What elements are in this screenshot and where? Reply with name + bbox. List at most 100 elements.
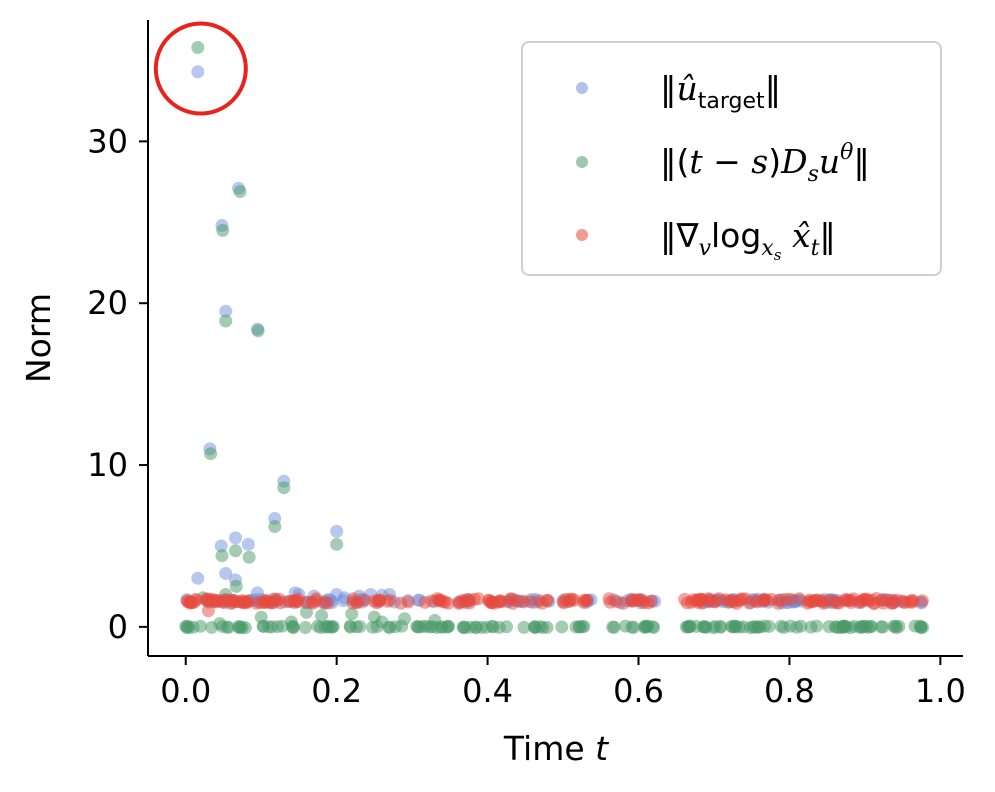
scatter-points: [179, 41, 930, 635]
axes: [147, 20, 963, 657]
data-point-grad-log: [401, 595, 415, 609]
data-point-ts-ds: [751, 620, 765, 634]
data-point-grad-log: [556, 595, 570, 609]
x-tick-label: 0.2: [311, 672, 362, 710]
legend-marker-ts-ds: [576, 156, 588, 168]
data-point-grad-log: [603, 595, 617, 609]
data-point-ts-ds: [242, 550, 256, 564]
data-point-ts-ds: [528, 620, 542, 634]
x-tick-label: 0.6: [613, 672, 664, 710]
data-point-grad-log: [702, 592, 716, 606]
data-point-ts-ds: [640, 620, 654, 634]
data-point-u-target: [241, 537, 255, 551]
data-point-ts-ds: [229, 544, 243, 558]
data-point-ts-ds: [416, 620, 430, 634]
data-point-grad-log: [358, 593, 372, 607]
data-point-ts-ds: [284, 615, 298, 629]
data-point-ts-ds: [914, 621, 928, 635]
data-point-u-target: [229, 531, 243, 545]
data-point-grad-log: [320, 596, 334, 610]
data-point-u-target: [214, 539, 228, 553]
data-point-grad-log: [567, 593, 581, 607]
data-point-ts-ds: [777, 621, 791, 635]
data-point-grad-log: [616, 596, 630, 610]
legend-marker-grad-log: [576, 229, 588, 241]
data-point-ts-ds: [238, 621, 252, 635]
data-point-ts-ds: [607, 620, 621, 634]
data-point-ts-ds: [233, 185, 247, 199]
data-point-ts-ds: [577, 620, 591, 634]
y-tick-label: 0: [108, 608, 128, 646]
data-point-u-target: [191, 571, 205, 585]
legend-label-u-target: ‖ûtarget‖: [660, 69, 781, 114]
data-point-grad-log: [456, 593, 470, 607]
data-point-ts-ds: [268, 520, 282, 534]
data-point-ts-ds: [458, 621, 472, 635]
legend-label-grad-log: ‖∇vlogxs x̂t‖: [660, 216, 836, 264]
data-point-grad-log: [896, 594, 910, 608]
data-point-grad-log: [915, 594, 929, 608]
data-point-grad-log: [186, 596, 200, 610]
data-point-ts-ds: [876, 620, 890, 634]
data-point-grad-log: [689, 593, 703, 607]
data-point-ts-ds: [398, 612, 412, 626]
data-point-grad-log: [884, 596, 898, 610]
legend: ‖ûtarget‖ ‖(t − s)Dsuθ‖ ‖∇vlogxs x̂t‖: [521, 41, 942, 276]
ticks: 0.0 0.2 0.4 0.6 0.8 1.0 0 10 20 30: [87, 122, 966, 710]
data-point-ts-ds: [343, 619, 357, 633]
data-point-grad-log: [678, 592, 692, 606]
data-point-grad-log: [346, 596, 360, 610]
data-point-ts-ds: [375, 615, 389, 629]
data-point-ts-ds: [810, 619, 824, 633]
y-tick-label: 30: [87, 122, 128, 160]
data-point-ts-ds: [193, 619, 207, 633]
data-point-grad-log: [272, 592, 286, 606]
data-point-grad-log: [792, 592, 806, 606]
data-point-ts-ds: [859, 619, 873, 633]
data-point-ts-ds: [330, 537, 344, 551]
data-point-grad-log: [209, 595, 223, 609]
data-point-ts-ds: [254, 610, 268, 624]
data-point-ts-ds: [794, 619, 808, 633]
data-point-ts-ds: [315, 609, 329, 623]
legend-box: [521, 41, 942, 276]
data-point-ts-ds: [213, 617, 227, 631]
data-point-ts-ds: [847, 619, 861, 633]
data-point-grad-log: [641, 596, 655, 610]
data-point-grad-log: [523, 595, 537, 609]
data-point-ts-ds: [204, 447, 218, 461]
data-point-ts-ds: [832, 620, 846, 634]
data-point-ts-ds: [216, 223, 230, 237]
data-point-ts-ds: [555, 620, 569, 634]
data-point-grad-log: [808, 593, 822, 607]
data-point-grad-log: [580, 593, 594, 607]
highlight-circle: [153, 21, 248, 116]
data-point-ts-ds: [762, 619, 776, 633]
data-point-grad-log: [224, 596, 238, 610]
data-point-grad-log: [254, 596, 268, 610]
data-point-grad-log: [367, 594, 381, 608]
data-point-grad-log: [772, 593, 786, 607]
data-point-grad-log: [201, 604, 215, 618]
y-axis-label: Norm: [19, 293, 58, 383]
data-point-ts-ds: [219, 314, 233, 328]
data-point-grad-log: [309, 594, 323, 608]
x-tick-label: 1.0: [915, 672, 966, 710]
data-point-ts-ds: [270, 620, 284, 634]
y-tick-label: 20: [87, 284, 128, 322]
data-point-ts-ds: [517, 620, 531, 634]
data-point-ts-ds: [299, 605, 313, 619]
data-point-ts-ds: [887, 619, 901, 633]
data-point-ts-ds: [428, 613, 442, 627]
data-point-u-target: [191, 65, 205, 79]
legend-marker-u-target: [576, 82, 588, 94]
data-point-ts-ds: [277, 481, 291, 495]
data-point-grad-log: [288, 594, 302, 608]
data-point-ts-ds: [180, 620, 194, 634]
x-tick-label: 0.4: [462, 672, 513, 710]
legend-label-ts-ds: ‖(t − s)Dsuθ‖: [660, 140, 870, 187]
data-point-ts-ds: [324, 620, 338, 634]
x-tick-label: 0.0: [160, 672, 211, 710]
data-point-grad-log: [860, 593, 874, 607]
